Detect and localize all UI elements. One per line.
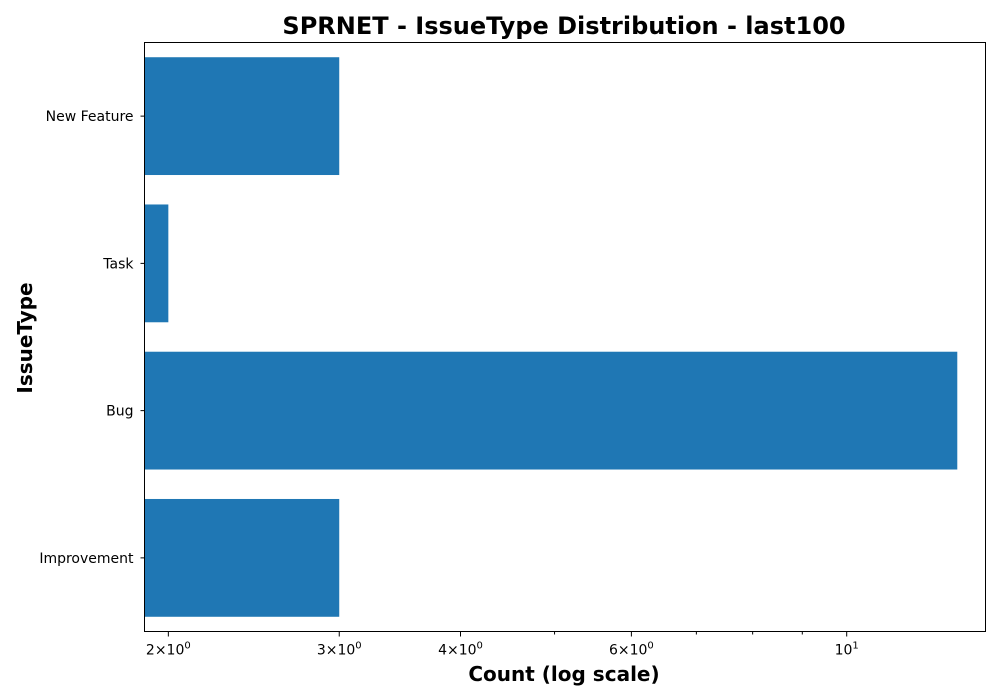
x-axis-label: Count (log scale) [468,662,659,686]
y-axis: Improvement Bug Task New Feature [39,109,145,567]
x-axis: 2×100 3×100 4×100 6×100 101 [146,631,859,659]
bar-bug [144,351,958,470]
bar-improvement [144,498,340,617]
plot-frame [144,42,986,632]
y-axis-label: IssueType [13,282,37,393]
chart-title: SPRNET - IssueType Distribution - last10… [282,12,845,40]
x-tick-label: 4×100 [438,641,483,659]
bar-task [144,204,169,323]
y-tick-label: Bug [106,404,133,420]
x-tick-label: 2×100 [146,641,191,659]
bars-group [144,57,958,617]
x-tick-label: 3×100 [317,641,362,659]
x-tick-label: 6×100 [609,641,654,659]
x-tick-label: 101 [835,641,859,659]
y-tick-label: Improvement [39,551,134,567]
y-tick-label: New Feature [46,109,134,125]
bar-new-feature [144,57,340,176]
y-tick-label: Task [102,256,134,272]
